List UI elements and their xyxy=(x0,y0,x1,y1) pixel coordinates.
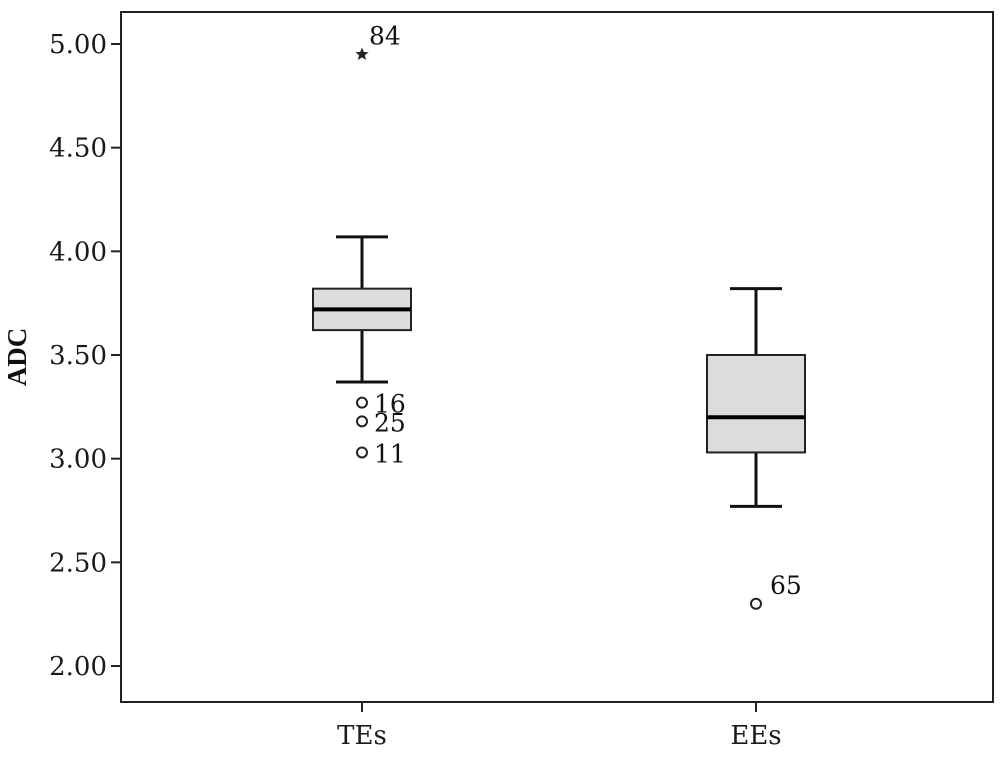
outlier-label: 65 xyxy=(770,571,802,600)
outlier-marker xyxy=(356,446,368,459)
outlier-marker xyxy=(356,415,368,428)
box-ees: 65 xyxy=(706,287,806,610)
y-tick-label: 4.50 xyxy=(49,134,107,164)
outlier-star-marker xyxy=(355,47,369,61)
y-tick-label: 2.50 xyxy=(49,548,107,578)
plot-frame xyxy=(120,11,994,703)
y-axis: 2.00 2.50 3.00 3.50 4.00 4.50 5.00 xyxy=(49,30,121,682)
x-axis: TEs EEs xyxy=(337,702,782,751)
outlier-label: 84 xyxy=(369,21,401,50)
y-tick-label: 3.50 xyxy=(49,341,107,371)
outlier-marker xyxy=(356,396,368,409)
y-tick-label: 3.00 xyxy=(49,445,107,475)
y-tick-label: 2.00 xyxy=(49,652,107,682)
y-tick-label: 4.00 xyxy=(49,237,107,267)
x-tick-label: TEs xyxy=(337,721,387,751)
outlier-label: 25 xyxy=(374,408,406,437)
x-tick-label: EEs xyxy=(730,721,781,751)
y-tick-label: 5.00 xyxy=(49,30,107,60)
y-axis-label: ADC xyxy=(2,328,32,387)
outlier-label: 11 xyxy=(374,439,406,468)
iqr-box xyxy=(706,354,806,454)
outlier-marker xyxy=(750,597,762,610)
outlier-label: 16 xyxy=(374,390,406,419)
